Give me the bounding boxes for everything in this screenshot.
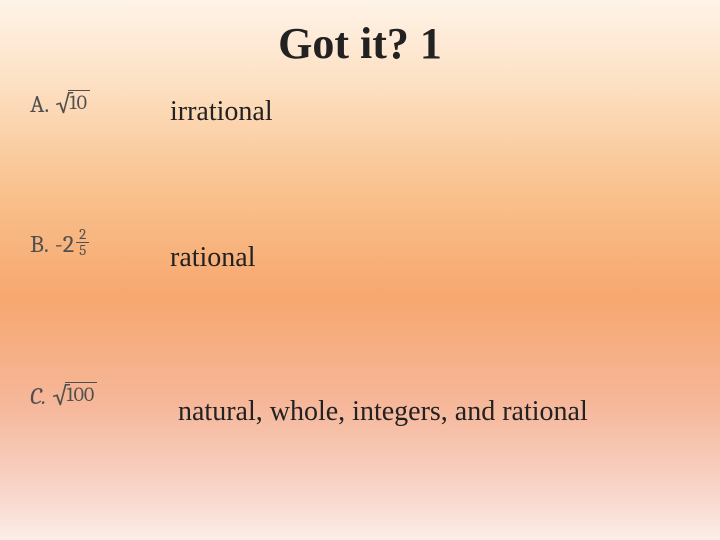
- expr-b: B. -2 2 5: [30, 228, 150, 259]
- expr-a: A. √ 10: [30, 90, 150, 118]
- item-c: C. √ 100: [30, 382, 150, 410]
- item-b-answer: rational: [170, 242, 256, 274]
- item-c-answer: natural, whole, integers, and rational: [178, 396, 588, 428]
- fraction-icon: 2 5: [76, 227, 89, 258]
- item-b-den: 5: [76, 243, 89, 258]
- sqrt-icon: √ 100: [52, 383, 97, 409]
- item-b-coef: -2: [55, 230, 74, 258]
- item-a-letter: A.: [30, 90, 49, 118]
- expr-c: C. √ 100: [30, 382, 150, 410]
- item-c-radicand: 100: [65, 382, 97, 406]
- item-c-letter: C.: [30, 382, 46, 410]
- sqrt-icon: √ 10: [55, 91, 90, 117]
- slide: Got it? 1 A. √ 10 irrational B. -2 2 5 r…: [0, 0, 720, 540]
- item-a-radicand: 10: [68, 90, 90, 114]
- item-a-answer: irrational: [170, 96, 273, 128]
- slide-title: Got it? 1: [0, 18, 720, 69]
- item-b-letter: B.: [30, 230, 49, 258]
- item-b: B. -2 2 5: [30, 228, 150, 259]
- item-a: A. √ 10: [30, 90, 150, 118]
